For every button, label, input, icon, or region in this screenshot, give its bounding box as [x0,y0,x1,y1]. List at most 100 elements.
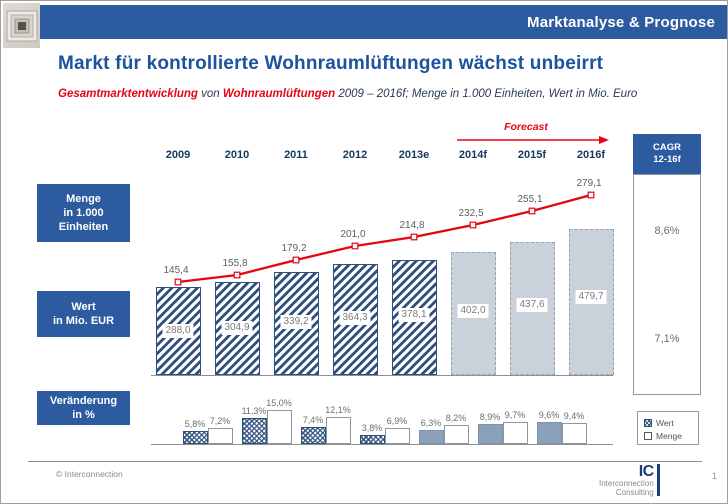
subtitle-mid: von [197,88,223,100]
menge-value-2010: 155,8 [222,258,248,269]
wert-value-2009: 288,0 [162,324,194,338]
change-menge-bar-2010 [207,428,233,444]
page-title: Markt für kontrollierte Wohnraumlüftunge… [58,53,604,74]
change-wert-bar-2014f [418,430,444,444]
wert-value-2012: 364,3 [339,311,371,325]
cagr-wert-value: 7,1% [654,333,680,345]
change-menge-value-2016f: 9,4% [563,411,585,421]
change-menge-value-2010: 7,2% [209,416,231,426]
header-bar: Marktanalyse & Prognose [39,5,727,39]
cagr-menge-value: 8,6% [654,225,680,237]
cagr-title-line2: 12-16f [653,154,681,165]
wert-value-2015f: 437,6 [516,298,548,312]
menge-marker-2016f [587,191,595,199]
cagr-box: 8,6% 7,1% [633,174,701,395]
subtitle: Gesamtmarktentwicklung von Wohnraumlüftu… [58,88,718,100]
change-wert-value-2010: 5,8% [184,419,206,429]
change-wert-value-2016f: 9,6% [538,410,560,420]
change-menge-value-2011: 15,0% [266,398,292,408]
change-wert-value-2014f: 6,3% [420,418,442,428]
change-menge-bar-2012 [325,417,351,444]
menge-value-2012: 201,0 [340,229,366,240]
change-menge-value-2014f: 8,2% [445,413,467,423]
axis-year-2012: 2012 [342,149,368,161]
subtitle-highlight-2: Wohnraumlüftungen [222,88,336,100]
wert-value-2013e: 378,1 [398,308,430,322]
change-wert-value-2011: 11,3% [241,406,267,416]
copyright: © Interconnection [56,469,123,479]
axis-year-2015f: 2015f [517,149,547,161]
legend: Wert Menge [637,411,699,445]
change-wert-bar-2016f [536,422,562,444]
change-menge-bar-2016f [561,423,587,444]
legend-item-menge: Menge [644,429,698,442]
menge-marker-2015f [528,207,536,215]
row-label-wert-line1: Wert [71,300,96,313]
menge-marker-2010 [233,271,241,279]
wert-value-2014f: 402,0 [457,304,489,318]
axis-year-2011: 2011 [284,149,308,161]
menge-marker-2013e [410,233,418,241]
menge-value-2015f: 255,1 [517,194,543,205]
menge-value-2011: 179,2 [281,243,307,254]
menge-marker-2014f [469,221,477,229]
legend-label-menge: Menge [656,430,682,441]
row-label-change: Veränderung in % [37,391,130,425]
logo-ic: IC [638,463,655,480]
logo-vertical-bar [656,464,660,496]
change-wert-value-2012: 7,4% [302,415,324,425]
axis-year-2014f: 2014f [458,149,488,161]
change-wert-bar-2011 [241,418,267,444]
row-label-change-line2: in % [72,409,95,421]
menge-marker-2012 [351,242,359,250]
change-menge-bar-2014f [443,425,469,444]
change-wert-value-2015f: 8,9% [479,412,501,422]
logo-text-block: IC Interconnection Consulting [599,463,655,498]
cagr-title-line1: CAGR [653,141,681,153]
vent-core [17,21,26,30]
subtitle-rest: 2009 – 2016f; Menge in 1.000 Einheiten, … [335,88,638,100]
menge-swatch-icon [644,431,652,440]
row-label-menge-line3: Einheiten [58,221,109,234]
row-label-menge: Menge in 1.000 Einheiten [37,184,130,242]
change-menge-value-2013e: 6,9% [386,416,408,426]
cagr-header: CAGR 12-16f [633,134,701,174]
main-chart-baseline [151,375,613,376]
row-label-menge-line1: Menge [66,192,101,205]
legend-label-wert: Wert [656,417,674,428]
change-menge-bar-2013e [384,428,410,444]
row-label-change-line1: Veränderung [49,394,118,407]
change-menge-value-2015f: 9,7% [504,410,526,420]
logo-line2: Consulting [615,488,654,497]
row-label-menge-line2: in 1.000 [63,206,104,219]
change-wert-bar-2012 [300,427,326,444]
change-wert-bar-2013e [359,435,385,444]
menge-value-2009: 145,4 [163,265,189,276]
subtitle-highlight-1: Gesamtmarktentwicklung [58,88,198,100]
logo-line1: Interconnection [599,479,654,488]
row-label-wert: Wert in Mio. EUR [37,291,130,337]
page-number: 1 [711,471,717,481]
wert-hatch-swatch-icon [644,418,652,427]
wert-value-2010: 304,9 [221,321,253,335]
change-wert-bar-2010 [182,431,208,444]
change-wert-bar-2015f [477,424,503,444]
header-title: Marktanalyse & Prognose [527,13,715,31]
axis-year-2010: 2010 [224,149,250,161]
menge-value-2016f: 279,1 [576,178,602,189]
legend-item-wert: Wert [644,416,698,429]
wert-value-2016f: 479,7 [575,290,607,304]
menge-value-2013e: 214,8 [399,220,425,231]
footer-divider [28,461,702,462]
company-logo: IC Interconnection Consulting [599,464,660,497]
change-chart-baseline [151,444,613,445]
row-label-wert-line2: in Mio. EUR [52,315,115,327]
change-menge-bar-2011 [266,410,292,444]
menge-marker-2011 [292,256,300,264]
menge-marker-2009 [174,278,182,286]
ventilation-grille-photo [3,3,40,48]
change-menge-bar-2015f [502,422,528,444]
axis-year-2013e: 2013e [398,149,430,161]
